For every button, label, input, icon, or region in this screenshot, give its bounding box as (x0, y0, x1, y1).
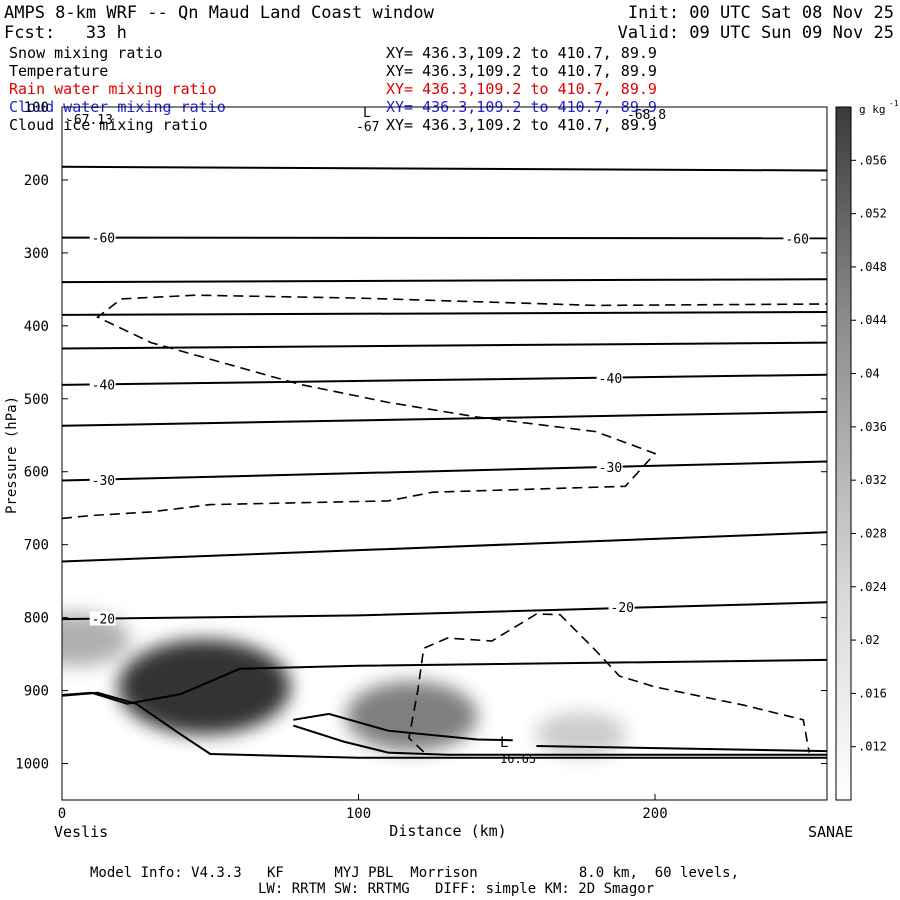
top-min-left: -67.13 (66, 113, 113, 128)
isotherm-labels: -60 -60 -40 -40 -30 -30 -20 -20 (89, 230, 810, 627)
y-tick-label: 100 (24, 100, 49, 116)
right-endpoint-label: SANAE (808, 823, 853, 841)
colorbar-ticks: .012 .016 .02 .024 .028 .032 .036 .04 .044 .048 .0… (851, 153, 887, 754)
colorbar-unit-label: g kg (859, 103, 886, 116)
y-axis: 100 200 300 400 500 600 700 800 900 1000 (15, 100, 827, 773)
field-name: Cloud ice mixing ratio (9, 116, 208, 134)
dashed-contour-line (408, 613, 810, 753)
x-tick-label: 100 (346, 806, 371, 822)
field-name: Snow mixing ratio (9, 44, 163, 62)
isotherm-label-bg (89, 472, 116, 487)
y-tick-label: 400 (24, 319, 49, 335)
field-name: Temperature (9, 62, 109, 80)
snow-maximum (62, 612, 130, 667)
isotherm-label: -20 (611, 601, 634, 616)
y-tick-label: 700 (24, 538, 49, 554)
colorbar-tick-label: .056 (858, 153, 887, 167)
isotherm-label-bg (89, 611, 116, 626)
top-min-right: -68.8 (627, 108, 666, 123)
forecast-hour: Fcst: 33 h (4, 23, 127, 43)
isotherm-label: -60 (785, 232, 808, 247)
isotherm-line (293, 712, 513, 742)
isotherm-line (62, 278, 827, 284)
colorbar-tick-label: .032 (858, 473, 887, 487)
y-tick-label: 1000 (15, 757, 49, 773)
y-tick-label: 600 (24, 465, 49, 481)
colorbar-tick-label: .036 (858, 420, 887, 434)
colorbar-tick-label: .048 (858, 260, 887, 274)
field-xy: XY= 436.3,109.2 to 410.7, 89.9 (386, 116, 657, 134)
colorbar-ramp (835, 106, 852, 801)
field-xy: XY= 436.3,109.2 to 410.7, 89.9 (386, 80, 657, 98)
y-tick-label: 800 (24, 611, 49, 627)
isotherm-label-bg (89, 230, 116, 245)
isotherm-line (62, 460, 827, 482)
model-info-line2: LW: RRTM SW: RRTMG DIFF: simple KM: 2D S… (258, 881, 655, 897)
y-tick-label: 300 (24, 246, 49, 262)
chart-title: AMPS 8-km WRF -- Qn Maud Land Coast wind… (4, 3, 434, 23)
field-name: Rain water mixing ratio (9, 80, 217, 98)
isotherm-label-bg (608, 600, 635, 615)
field-xy: XY= 436.3,109.2 to 410.7, 89.9 (386, 44, 657, 62)
colorbar-tick-label: .052 (858, 207, 887, 221)
colorbar-tick-label: .044 (858, 313, 887, 327)
init-time: Init: 00 UTC Sat 08 Nov 25 (627, 3, 894, 23)
isotherm-label: -40 (599, 372, 622, 387)
y-tick-label: 500 (24, 392, 49, 408)
top-low-marker: L (363, 106, 371, 121)
valid-time: Valid: 09 UTC Sun 09 Nov 25 (617, 23, 894, 43)
isotherm-line (62, 373, 827, 386)
isotherm-label-bg (89, 377, 116, 392)
left-endpoint-label: Veslis (54, 823, 108, 841)
y-tick-label: 200 (24, 173, 49, 189)
isotherm-line (62, 236, 827, 240)
isotherm-label-bg (783, 231, 810, 246)
isotherm-line (62, 410, 827, 427)
isotherm-line (62, 531, 827, 563)
colorbar-unit-exponent: -1 (889, 99, 899, 108)
dashed-contours (62, 294, 827, 753)
model-info-line1: Model Info: V4.3.3 KF MYJ PBL Morrison 8… (90, 865, 740, 881)
isotherm-label: -30 (92, 474, 115, 489)
x-axis: 0 100 200 (58, 794, 668, 822)
isotherm-line (536, 745, 827, 753)
snow-maximum (535, 712, 627, 757)
isotherm-line (62, 311, 827, 316)
low-marker: L (500, 735, 508, 751)
colorbar-tick-label: .012 (858, 740, 887, 754)
snow-shading (62, 612, 627, 757)
x-axis-label: Distance (km) (389, 822, 506, 840)
y-axis-label: Pressure (hPa) (4, 396, 20, 514)
colorbar-tick-label: .024 (858, 580, 887, 594)
y-tick-label: 900 (24, 684, 49, 700)
isotherm-line (292, 724, 827, 756)
colorbar-tick-label: .02 (858, 633, 880, 647)
top-min-mid: -67 (356, 120, 379, 135)
isotherm-line (62, 165, 827, 172)
plot-frame (61, 106, 828, 801)
isotherm-label: -40 (92, 379, 115, 394)
dashed-contour-line (62, 294, 827, 520)
colorbar-tick-label: .028 (858, 526, 887, 540)
isotherm-label-bg (596, 370, 623, 385)
isotherm-line (62, 601, 827, 621)
snow-maximum (345, 681, 478, 752)
snow-maximum (118, 639, 291, 735)
colorbar: .012 .016 .02 .024 .028 .032 .036 .04 .044 .048 .0… (835, 99, 899, 801)
isotherm-line (62, 341, 827, 350)
x-tick-label: 200 (642, 806, 667, 822)
field-xy: XY= 436.3,109.2 to 410.7, 89.9 (386, 62, 657, 80)
colorbar-tick-label: .016 (858, 686, 887, 700)
isotherm-label: -60 (92, 232, 115, 247)
x-tick-label: 0 (58, 806, 66, 822)
isotherm-line (62, 691, 827, 759)
low-value: 16.65 (500, 752, 536, 766)
isotherms (62, 165, 827, 759)
isotherm-label: -30 (599, 461, 622, 476)
colorbar-tick-label: .04 (858, 367, 880, 381)
isotherm-label: -20 (92, 612, 115, 627)
isotherm-label-bg (596, 460, 623, 475)
